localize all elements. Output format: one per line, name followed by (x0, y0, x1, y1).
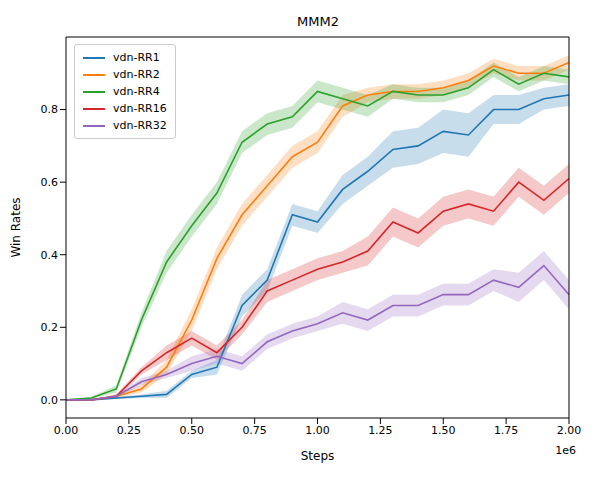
svg-text:0.00: 0.00 (54, 424, 79, 437)
html-text:vdn-RR1: vdn-RR1 (113, 51, 160, 64)
html-text:vdn-RR16: vdn-RR16 (113, 102, 167, 115)
svg-text:1.50: 1.50 (431, 424, 456, 437)
svg-text:Win Rates: Win Rates (9, 197, 23, 257)
html-text:vdn-RR2: vdn-RR2 (113, 68, 160, 81)
svg-text:0.2: 0.2 (41, 321, 59, 334)
svg-text:0.75: 0.75 (242, 424, 267, 437)
svg-text:2.00: 2.00 (557, 424, 582, 437)
svg-text:0.0: 0.0 (41, 394, 59, 407)
svg-text:0.25: 0.25 (117, 424, 142, 437)
html-text:1e6: 1e6 (555, 444, 576, 457)
svg-text:0.6: 0.6 (41, 176, 59, 189)
svg-text:1.25: 1.25 (368, 424, 393, 437)
svg-text:Steps: Steps (301, 449, 335, 463)
html-text:vdn-RR32: vdn-RR32 (113, 119, 167, 132)
svg-text:1.00: 1.00 (305, 424, 330, 437)
html-text:MMM2: MMM2 (297, 14, 339, 29)
svg-text:0.4: 0.4 (41, 249, 59, 262)
svg-text:1.75: 1.75 (494, 424, 519, 437)
html-text:vdn-RR4: vdn-RR4 (113, 85, 160, 98)
svg-text:0.8: 0.8 (41, 103, 59, 116)
svg-text:0.50: 0.50 (180, 424, 205, 437)
